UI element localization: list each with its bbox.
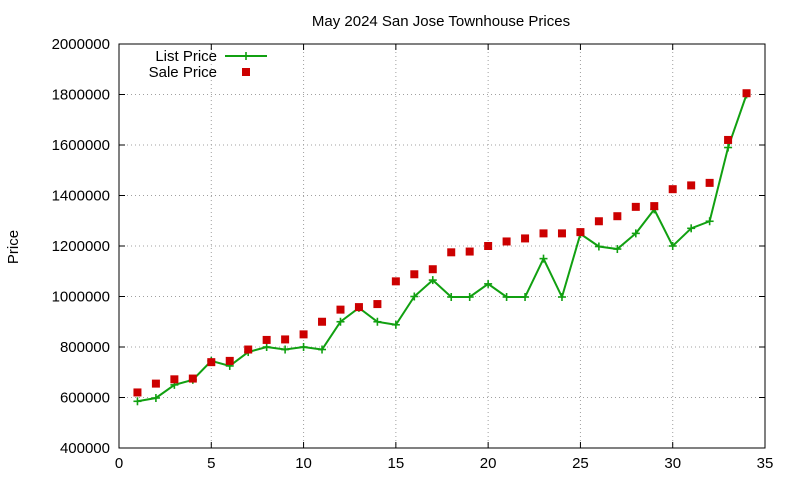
chart-title: May 2024 San Jose Townhouse Prices [312, 13, 570, 30]
sale-price-point [410, 270, 419, 279]
list-price-point [151, 394, 160, 403]
y-tick-label: 1400000 [52, 188, 110, 205]
y-tick-label: 1600000 [52, 137, 110, 154]
plot-area [133, 89, 751, 406]
sale-price-point [133, 388, 142, 397]
list-price-point [428, 276, 437, 285]
legend-label-sale-price: Sale Price [149, 64, 217, 81]
sale-price-point [170, 375, 179, 384]
sale-price-point [687, 181, 696, 190]
sale-price-point [521, 234, 530, 243]
sale-price-point [724, 135, 733, 144]
sale-price-point [539, 229, 548, 238]
y-tick-label: 400000 [60, 440, 110, 457]
sale-price-point [318, 317, 327, 326]
list-price-point [557, 293, 566, 302]
legend-square-marker [242, 68, 250, 76]
legend-symbol-list-price [225, 52, 267, 60]
y-axis-label: Price [5, 230, 22, 264]
sale-price-point [594, 217, 603, 226]
list-price-point [539, 254, 548, 263]
x-tick-label: 35 [757, 455, 774, 472]
list-price-point [502, 293, 511, 302]
axis-ticks: 400000 600000 800000 1000000 1200000 1400000 1… [52, 36, 774, 472]
sale-price-point [705, 178, 714, 187]
x-tick-label: 10 [295, 455, 312, 472]
sale-price-point [428, 265, 437, 274]
sale-price-point [244, 345, 253, 354]
x-tick-label: 5 [207, 455, 215, 472]
list-price-point [705, 217, 714, 226]
y-tick-label: 1000000 [52, 289, 110, 306]
list-price-point [133, 397, 142, 406]
list-price-point [631, 229, 640, 238]
sale-price-point [484, 242, 493, 250]
list-price-point [594, 242, 603, 251]
grid-lines [119, 44, 765, 448]
sale-price-point [188, 374, 197, 383]
sale-price-point [613, 212, 622, 221]
list-price-point [281, 345, 290, 354]
sale-price-point [299, 330, 308, 339]
list-price-point [373, 317, 382, 326]
sale-price-point [373, 300, 382, 309]
list-price-point [687, 224, 696, 233]
list-price-point [262, 343, 271, 351]
y-tick-label: 600000 [60, 390, 110, 407]
list-price-point [484, 279, 493, 288]
sale-price-point [465, 247, 474, 256]
sale-price-point [281, 335, 290, 344]
y-tick-label: 800000 [60, 339, 110, 356]
list-price-point [465, 293, 474, 302]
x-tick-label: 25 [572, 455, 589, 472]
sale-price-point [502, 237, 511, 246]
x-tick-label: 15 [388, 455, 405, 472]
sale-price-point [391, 277, 400, 286]
x-tick-label: 30 [664, 455, 681, 472]
sale-price-point [336, 305, 345, 314]
list-price-point [391, 320, 400, 329]
y-tick-label: 1200000 [52, 238, 110, 255]
legend-symbol-sale-price [242, 68, 250, 76]
sale-price-point [354, 303, 363, 312]
list-price-point [318, 345, 327, 354]
legend: List Price Sale Price [149, 48, 267, 81]
x-tick-label: 0 [115, 455, 123, 472]
legend-label-list-price: List Price [155, 48, 217, 65]
y-tick-label: 1800000 [52, 87, 110, 104]
sale-price-point [650, 202, 659, 211]
y-tick-label: 2000000 [52, 36, 110, 53]
list-price-point [299, 343, 308, 351]
list-price-point [668, 242, 677, 250]
sale-price-point [668, 185, 677, 194]
list-price-point [613, 245, 622, 254]
sale-price-point [225, 356, 234, 365]
legend-plus-marker [242, 52, 250, 60]
sale-price-point [447, 248, 456, 257]
sale-price-point [262, 335, 271, 344]
list-price-point [521, 293, 530, 302]
sale-price-point [576, 228, 585, 237]
sale-price-point [742, 89, 751, 98]
sale-price-point [631, 202, 640, 211]
list-price-point [447, 293, 456, 302]
list-price-point [336, 317, 345, 326]
list-price-point [410, 292, 419, 301]
sale-price-point [207, 358, 216, 367]
sale-price-point [557, 229, 566, 238]
list-price-point [724, 143, 733, 152]
list-price-line [137, 94, 748, 403]
sale-price-point [151, 379, 160, 388]
x-tick-label: 20 [480, 455, 497, 472]
